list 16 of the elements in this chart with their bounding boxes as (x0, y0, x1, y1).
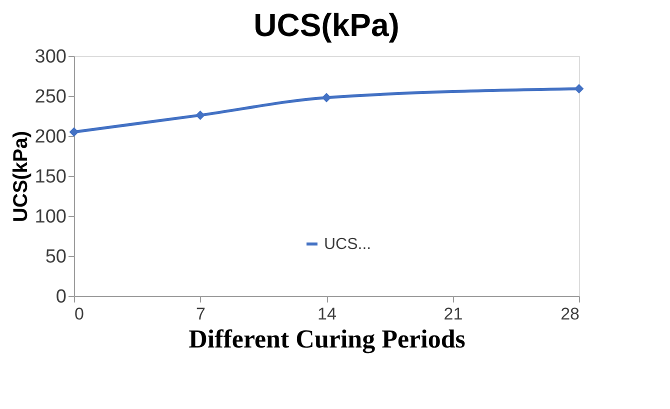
y-tick-label: 300 (34, 46, 66, 68)
chart-title: UCS(kPa) (254, 7, 400, 43)
x-tick-label: 21 (444, 304, 463, 324)
x-tick-label: 28 (560, 304, 580, 324)
legend-label: UCS... (324, 236, 372, 253)
y-tick-label: 150 (34, 166, 66, 188)
y-tick-label: 50 (45, 246, 66, 268)
x-axis-title: Different Curing Periods (188, 324, 466, 354)
x-tick-label: 14 (318, 304, 336, 324)
x-tick-label: 7 (196, 304, 206, 324)
y-tick-label: 0 (56, 286, 66, 308)
y-tick-label: 200 (34, 126, 66, 148)
y-tick-label: 250 (34, 86, 66, 108)
y-tick-label: 100 (34, 206, 66, 228)
y-axis-title: UCS(kPa) (10, 130, 32, 222)
x-tick-label: 0 (74, 304, 84, 324)
